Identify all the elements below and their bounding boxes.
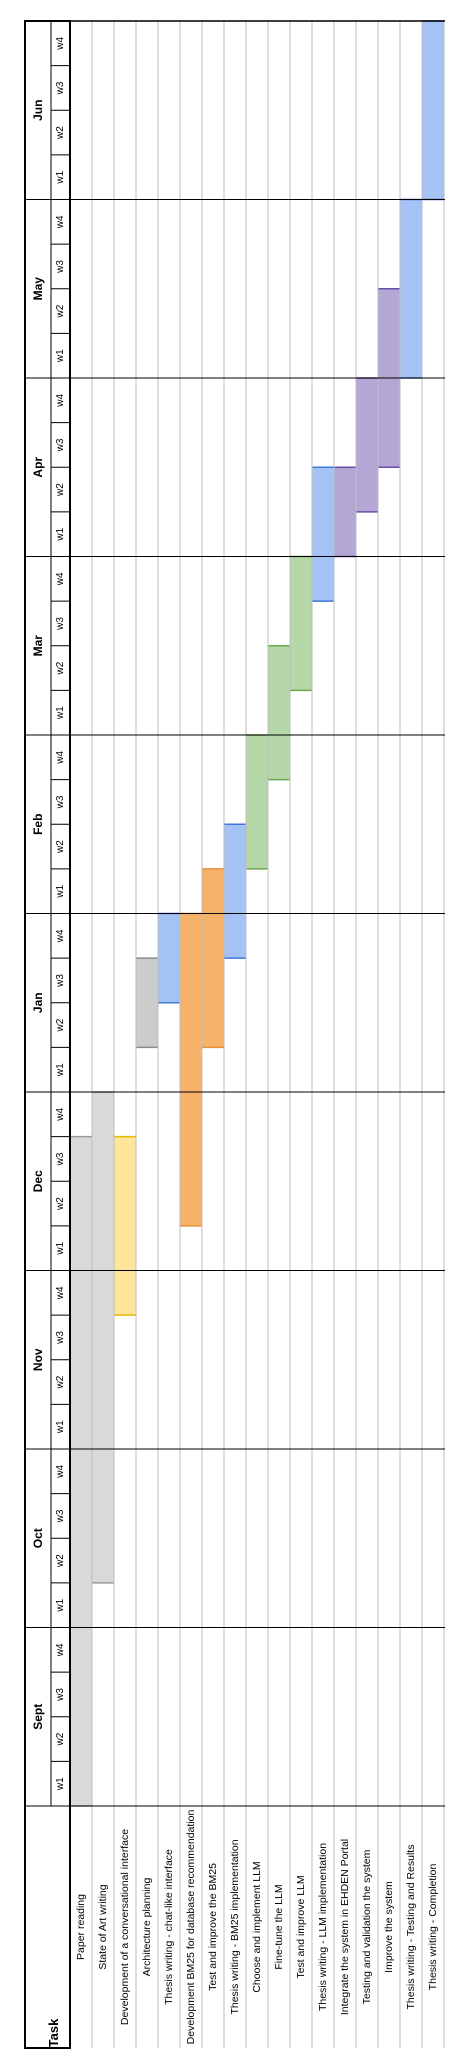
task-label: Thesis writing - BM25 implementation: [229, 1839, 241, 2014]
week-label: w2: [55, 126, 66, 140]
week-label: w1: [55, 170, 66, 184]
week-label: w2: [55, 304, 66, 318]
week-label: w4: [55, 215, 66, 229]
month-label: Jun: [31, 100, 45, 121]
task-label: Choose and implement LLM: [251, 1861, 263, 1992]
week-label: w1: [55, 527, 66, 541]
task-bar: [290, 556, 312, 691]
week-label: w3: [55, 1509, 66, 1523]
week-label: w1: [55, 706, 66, 720]
week-label: w2: [55, 661, 66, 675]
task-label: Thesis writing - Testing and Results: [405, 1845, 417, 2010]
week-label: w2: [55, 840, 66, 854]
task-column-header: Task: [46, 2018, 61, 2047]
week-label: w3: [55, 1152, 66, 1166]
task-label: State of Art writing: [97, 1884, 109, 1969]
task-bar: [136, 958, 158, 1048]
task-label: Thesis writing - chat-like interface: [163, 1849, 175, 2005]
week-label: w3: [55, 81, 66, 95]
week-label: w2: [55, 1375, 66, 1389]
week-label: w4: [55, 1286, 66, 1300]
week-label: w3: [55, 1331, 66, 1345]
task-label: Development of a conversational interfac…: [119, 1829, 131, 2025]
task-bar: [400, 199, 422, 378]
week-label: w1: [55, 1598, 66, 1612]
chart-border: [24, 20, 71, 2049]
task-bar: [70, 1136, 92, 1806]
week-label: w2: [55, 1197, 66, 1211]
week-label: w4: [55, 393, 66, 407]
week-label: w4: [55, 572, 66, 586]
task-bar: [114, 1136, 136, 1316]
week-label: w4: [55, 1643, 66, 1657]
task-bar: [312, 467, 334, 602]
task-bar: [334, 467, 356, 557]
task-bar: [180, 913, 202, 1226]
month-label: Sept: [31, 1704, 45, 1730]
week-label: w4: [55, 750, 66, 764]
month-label: Feb: [31, 814, 45, 835]
week-label: w3: [55, 974, 66, 988]
task-bar: [92, 1092, 114, 1583]
week-label: w3: [55, 617, 66, 631]
task-label: Integrate the system in EHDEN Portal: [339, 1839, 351, 2015]
task-label: Fine-tune the LLM: [273, 1884, 285, 1969]
task-label: Development BM25 for database recommenda…: [185, 1810, 197, 2045]
task-bar: [224, 824, 246, 959]
week-label: w1: [55, 349, 66, 363]
task-label: Thesis writing - LLM implementation: [317, 1843, 329, 2011]
task-bar: [356, 378, 378, 512]
week-label: w1: [55, 1777, 66, 1791]
week-label: w3: [55, 795, 66, 809]
week-label: w1: [55, 884, 66, 898]
week-label: w3: [55, 438, 66, 452]
month-label: May: [31, 277, 45, 301]
timeline-header: Sept w1 w2 w3 w4 Oct w1 w2 w3 w4 Nov w1 w2 w3 w4 Dec w1 w…: [25, 20, 445, 2048]
month-label: Mar: [31, 635, 45, 657]
week-label: w1: [55, 1241, 66, 1255]
week-label: w3: [55, 1688, 66, 1702]
week-label: w1: [55, 1420, 66, 1434]
task-label: Architecture planning: [141, 1878, 153, 1977]
week-label: w4: [55, 929, 66, 943]
month-label: Apr: [31, 457, 45, 478]
week-label: w2: [55, 1018, 66, 1032]
task-bar: [158, 913, 180, 1003]
task-label: Test and improve the BM25: [207, 1863, 219, 1991]
week-label: w1: [55, 1063, 66, 1077]
task-label: Testing and validation the system: [361, 1849, 373, 2004]
month-label: Dec: [31, 1170, 45, 1192]
month-label: Jan: [31, 992, 45, 1013]
gridlines: [91, 21, 445, 2048]
task-bar: [422, 21, 444, 200]
week-label: w2: [55, 1732, 66, 1746]
month-label: Nov: [31, 1348, 45, 1371]
week-label: w2: [55, 483, 66, 497]
week-label: w4: [55, 36, 66, 50]
month-label: Oct: [31, 1528, 45, 1548]
week-label: w4: [55, 1464, 66, 1478]
week-label: w2: [55, 1554, 66, 1568]
task-bar: [268, 645, 290, 780]
task-bar: [202, 868, 224, 1048]
task-label: Thesis writing - Completion: [427, 1864, 439, 1991]
task-label: Improve the system: [383, 1881, 395, 1973]
task-bar: [246, 735, 268, 869]
task-label: Paper reading: [75, 1894, 87, 1960]
week-label: w3: [55, 260, 66, 274]
task-label: Test and improve LLM: [295, 1875, 307, 1978]
week-label: w4: [55, 1107, 66, 1121]
task-labels: Task Paper reading State of Art writing De…: [46, 1810, 439, 2048]
